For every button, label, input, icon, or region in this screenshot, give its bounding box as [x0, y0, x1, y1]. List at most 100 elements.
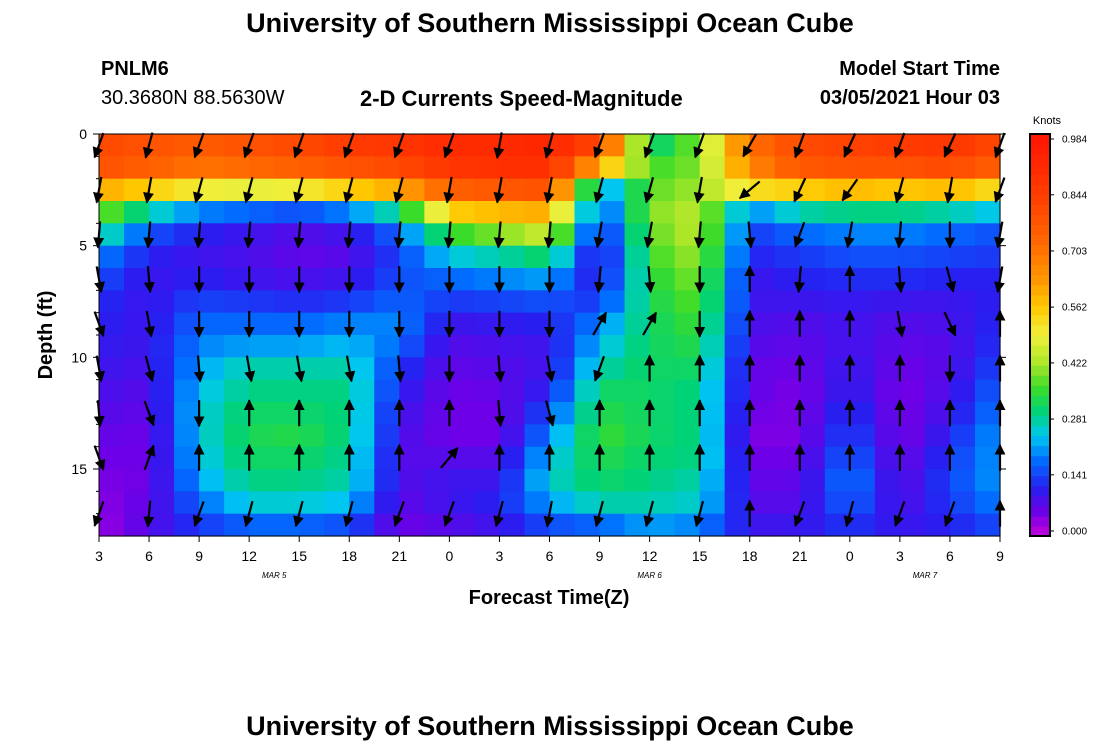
heat-cell: [574, 201, 601, 224]
current-vector: [793, 221, 806, 248]
current-vector: [943, 132, 957, 158]
heat-cell: [549, 446, 576, 470]
current-vector: [344, 355, 356, 383]
heat-cell: [274, 223, 300, 247]
heat-cell: [924, 312, 951, 336]
heat-cell: [549, 201, 576, 224]
heat-cell: [249, 513, 275, 537]
heat-cell: [424, 201, 450, 224]
heat-cell: [824, 156, 851, 180]
heat-cell: [824, 268, 851, 291]
current-vector: [394, 355, 406, 383]
heat-cell: [174, 469, 200, 492]
heat-cell: [124, 268, 150, 291]
current-vector: [143, 221, 155, 249]
heat-cell: [374, 245, 400, 269]
model-start-label: Model Start Time: [839, 58, 1000, 80]
heat-cell: [749, 513, 776, 537]
heat-cell: [749, 402, 776, 425]
heat-cell: [99, 245, 125, 269]
x-tick-label: 9: [195, 548, 203, 564]
x-tick-label: 6: [145, 548, 153, 564]
heat-cell: [549, 335, 576, 358]
heat-cell: [799, 178, 826, 202]
heat-cell: [674, 245, 701, 269]
heat-cell: [449, 379, 476, 403]
heat-cell: [899, 268, 926, 291]
colorbar-label: 0.281: [1062, 415, 1087, 426]
heat-cell: [799, 513, 826, 537]
heat-cell: [399, 357, 425, 381]
colorbar-band: [1030, 204, 1050, 215]
date-label: MAR 7: [913, 571, 938, 580]
heat-cell: [599, 424, 626, 448]
heat-cell: [649, 379, 676, 403]
current-vector: [642, 311, 658, 336]
heat-cell: [749, 268, 776, 291]
heat-cell: [499, 156, 526, 180]
heat-cell: [799, 469, 826, 492]
heat-cell: [424, 491, 450, 515]
current-vector: [193, 221, 205, 249]
heat-cell: [449, 402, 476, 425]
heat-cell: [924, 424, 951, 448]
heat-cell: [374, 156, 400, 180]
heat-cell: [724, 379, 751, 403]
current-vector: [593, 132, 606, 159]
colorbar-band: [1030, 214, 1050, 226]
heat-cell: [224, 469, 250, 492]
heat-cell: [299, 268, 325, 291]
heat-cell: [849, 379, 876, 403]
heat-cell: [824, 491, 851, 515]
heat-cell: [399, 134, 425, 157]
colorbar-band: [1030, 174, 1050, 185]
heat-cell: [724, 268, 751, 291]
heat-cell: [699, 469, 726, 492]
heat-cell: [174, 446, 200, 470]
heat-cell: [99, 446, 125, 470]
heat-cell: [399, 402, 425, 425]
heat-cell: [349, 357, 375, 381]
heat-cell: [899, 424, 926, 448]
heat-cell: [899, 513, 926, 537]
heat-cell: [474, 446, 501, 470]
heat-cell: [324, 379, 350, 403]
heat-cell: [499, 335, 526, 358]
heat-cell: [274, 357, 300, 381]
current-vector: [843, 221, 855, 249]
heat-cell: [224, 402, 250, 425]
heat-cell: [924, 357, 951, 381]
colorbar-label: 0.844: [1062, 190, 1087, 201]
heat-cell: [949, 201, 976, 224]
heat-cell: [99, 513, 125, 537]
heat-cell: [124, 245, 150, 269]
heat-cell: [224, 357, 250, 381]
heat-cell: [974, 424, 1001, 448]
heat-cell: [874, 446, 901, 470]
heat-cell: [624, 379, 651, 403]
heat-cell: [349, 178, 375, 202]
heat-cell: [149, 379, 175, 403]
heat-cell: [774, 446, 801, 470]
heat-cell: [924, 223, 951, 247]
current-vector: [643, 177, 655, 204]
heat-cell: [249, 312, 275, 336]
heat-cell: [349, 335, 375, 358]
current-vector: [843, 500, 855, 528]
heat-cell: [149, 156, 175, 180]
heat-cell: [574, 424, 601, 448]
heat-cell: [449, 335, 476, 358]
current-vector: [443, 132, 455, 159]
heat-cell: [324, 335, 350, 358]
current-vectors: [92, 132, 1006, 528]
colorbar-band: [1030, 475, 1050, 487]
heat-cell: [724, 290, 751, 314]
heat-cell: [124, 379, 150, 403]
colorbar-band: [1030, 525, 1050, 537]
heat-cell: [774, 290, 801, 314]
heat-cell: [699, 379, 726, 403]
heat-cell: [324, 312, 350, 336]
heat-cell: [99, 379, 125, 403]
heat-cell: [199, 178, 225, 202]
heat-cell: [424, 268, 450, 291]
